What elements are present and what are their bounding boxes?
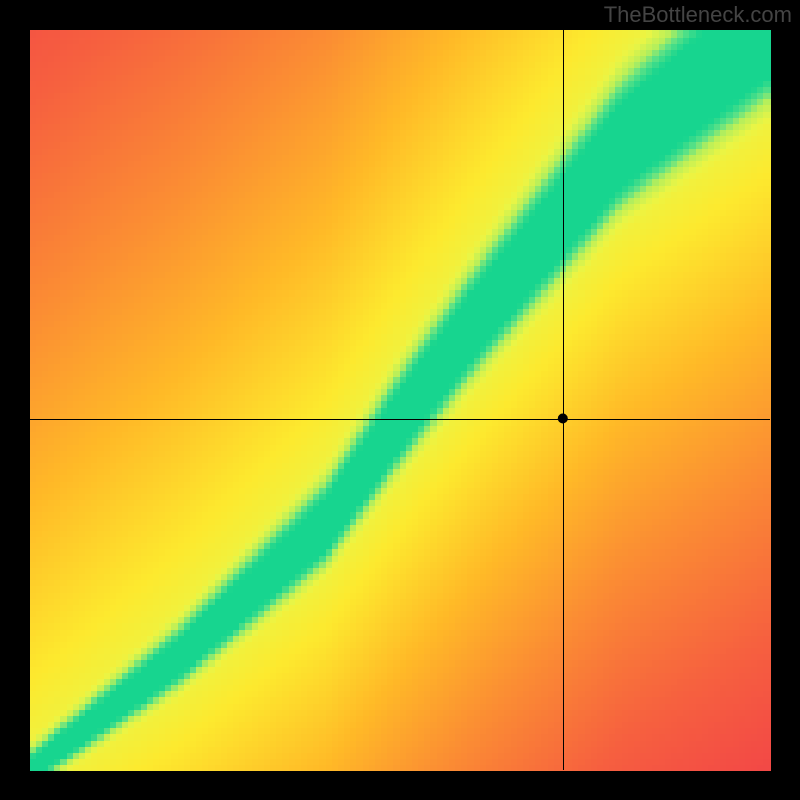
chart-container: TheBottleneck.com <box>0 0 800 800</box>
watermark-text: TheBottleneck.com <box>604 2 792 28</box>
bottleneck-heatmap <box>0 0 800 800</box>
